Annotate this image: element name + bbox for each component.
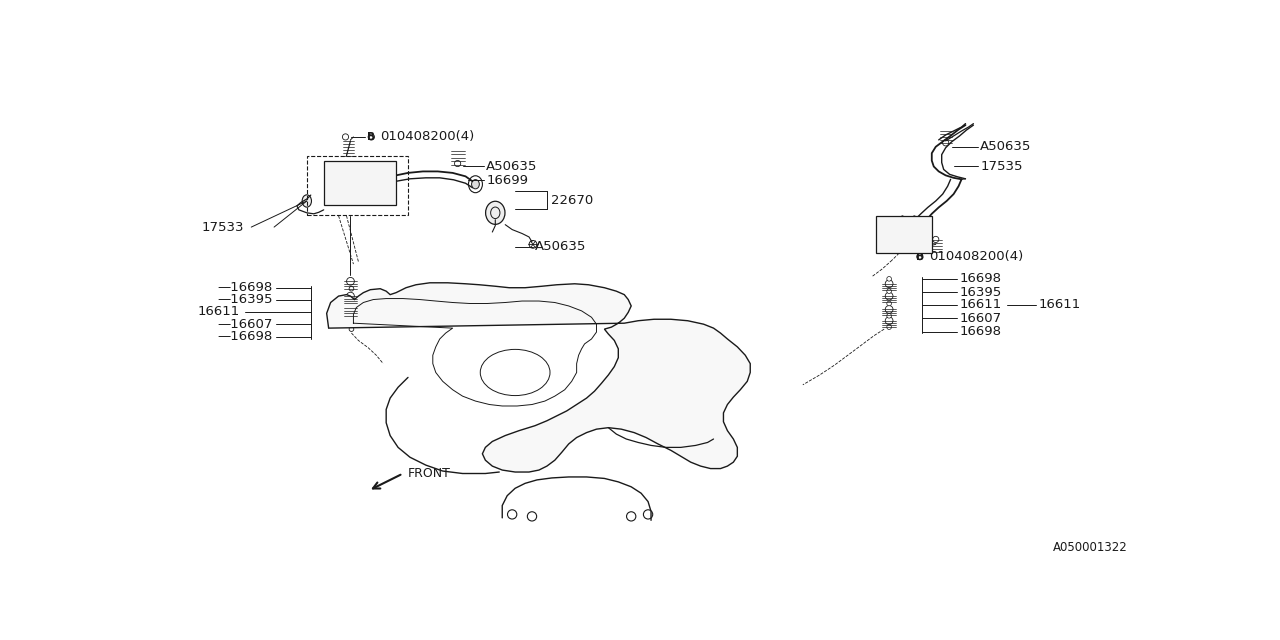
Circle shape [644,510,653,519]
Ellipse shape [471,180,479,189]
Text: —16698: —16698 [218,330,273,344]
Circle shape [349,286,353,291]
Text: A50635: A50635 [486,160,538,173]
Circle shape [916,253,923,260]
Circle shape [887,314,891,318]
Circle shape [349,327,353,332]
Text: B: B [916,252,924,262]
Text: FRONT: FRONT [408,467,451,480]
Circle shape [507,510,517,519]
Circle shape [527,512,536,521]
Circle shape [347,305,355,312]
Text: 16611: 16611 [197,305,239,318]
Circle shape [886,317,893,324]
Circle shape [626,512,636,521]
Circle shape [886,292,893,300]
Circle shape [886,280,893,287]
Ellipse shape [485,201,506,225]
Circle shape [887,301,891,306]
Text: 16607: 16607 [960,312,1002,324]
Text: 17535: 17535 [980,160,1023,173]
Circle shape [454,161,461,166]
Text: A050001322: A050001322 [1052,541,1128,554]
Text: 010408200(4): 010408200(4) [380,131,475,143]
Circle shape [887,289,891,294]
Circle shape [887,325,891,330]
Circle shape [529,241,536,248]
Text: 22670: 22670 [550,193,593,207]
FancyBboxPatch shape [877,216,932,253]
Circle shape [349,315,353,319]
FancyBboxPatch shape [324,161,396,205]
Text: —16698: —16698 [218,281,273,294]
Text: —16607: —16607 [218,317,273,331]
Polygon shape [326,283,750,472]
Circle shape [347,278,355,285]
Text: B: B [367,132,375,142]
Text: —16395: —16395 [218,293,273,306]
Text: 010408200(4): 010408200(4) [929,250,1023,263]
Text: A50635: A50635 [980,140,1032,153]
Circle shape [886,305,893,313]
Circle shape [942,140,948,146]
Text: 16611: 16611 [960,298,1002,312]
Circle shape [887,276,891,281]
Circle shape [933,236,938,243]
Circle shape [347,292,355,300]
Text: 16611: 16611 [1039,298,1082,312]
Circle shape [349,301,353,306]
Text: 16698: 16698 [960,273,1001,285]
Text: 17533: 17533 [202,221,244,234]
Circle shape [343,134,348,140]
Ellipse shape [302,195,311,207]
Text: 16395: 16395 [960,285,1002,299]
Circle shape [369,134,374,140]
Text: 16698: 16698 [960,325,1001,338]
Text: 16699: 16699 [486,174,529,187]
Text: A50635: A50635 [535,240,586,253]
